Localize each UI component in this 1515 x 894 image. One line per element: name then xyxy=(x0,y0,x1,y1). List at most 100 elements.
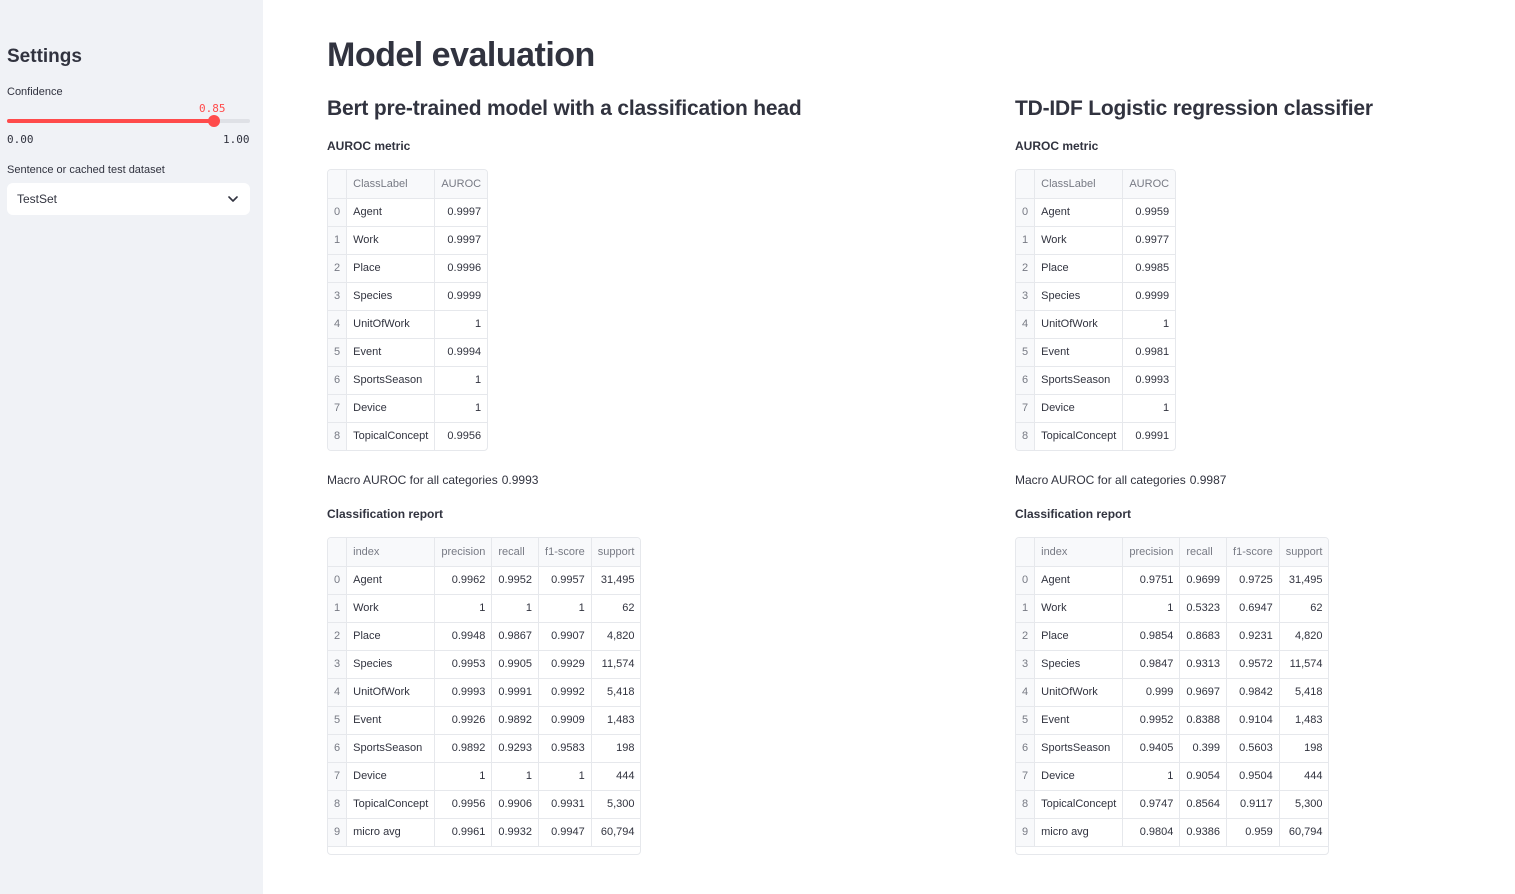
table-cell[interactable]: 0.9991 xyxy=(1122,422,1176,450)
table-cell[interactable]: 5,300 xyxy=(591,790,641,819)
table-cell[interactable]: 0.959 xyxy=(1226,818,1280,847)
table-cell[interactable]: 0.9804 xyxy=(1122,818,1181,847)
table-cell[interactable]: 0.9583 xyxy=(538,734,592,763)
table-cell[interactable]: 4,820 xyxy=(1279,622,1329,651)
row-index[interactable]: 9 xyxy=(1016,818,1036,847)
row-index[interactable]: 3 xyxy=(328,282,348,311)
table-cell[interactable]: 31,495 xyxy=(1279,566,1329,595)
column-header[interactable]: support xyxy=(591,538,641,567)
table-cell[interactable]: Species xyxy=(346,650,436,679)
row-index[interactable]: 6 xyxy=(1016,734,1036,763)
table-cell[interactable]: 0.9231 xyxy=(1226,622,1280,651)
row-index[interactable]: 0 xyxy=(1016,566,1036,595)
table-cell[interactable]: UnitOfWork xyxy=(346,310,436,339)
table-cell[interactable]: SportsSeason xyxy=(1034,734,1124,763)
table-cell[interactable]: 0.9996 xyxy=(434,254,488,283)
auroc-table[interactable]: ClassLabel AUROC 0 Agent 0.9997 1 Work 0.9997 2 P… xyxy=(327,169,489,451)
row-index[interactable]: 7 xyxy=(328,394,348,423)
table-cell[interactable]: 0.9991 xyxy=(491,678,540,707)
table-cell[interactable]: 4,820 xyxy=(591,622,641,651)
table-cell[interactable]: Work xyxy=(1034,226,1124,255)
table-cell[interactable]: UnitOfWork xyxy=(1034,310,1124,339)
table-cell[interactable]: 1 xyxy=(538,762,592,791)
table-cell[interactable]: 0.9405 xyxy=(1122,734,1181,763)
table-cell[interactable]: 11,574 xyxy=(591,650,641,679)
slider-thumb[interactable] xyxy=(207,115,220,127)
table-cell[interactable]: 0.9929 xyxy=(538,650,592,679)
table-cell[interactable]: 0.9993 xyxy=(1122,366,1176,395)
table-cell[interactable]: TopicalConcept xyxy=(346,790,436,819)
table-cell[interactable]: 0.9117 xyxy=(1226,790,1280,819)
row-index[interactable]: 1 xyxy=(1016,226,1036,255)
table-cell[interactable]: Species xyxy=(1034,282,1124,311)
row-index[interactable]: 3 xyxy=(1016,650,1036,679)
table-cell[interactable]: 1,483 xyxy=(1279,706,1329,735)
table-cell[interactable]: Work xyxy=(346,594,436,623)
table-cell[interactable]: 0.9956 xyxy=(434,790,493,819)
table-cell[interactable]: Device xyxy=(346,762,436,791)
row-index[interactable]: 0 xyxy=(328,198,348,227)
table-cell[interactable]: 0.9892 xyxy=(434,734,493,763)
table-cell[interactable]: 0.9725 xyxy=(1226,566,1280,595)
table-cell[interactable]: 0.5323 xyxy=(1179,594,1228,623)
table-cell[interactable]: UnitOfWork xyxy=(346,678,436,707)
table-cell[interactable]: Species xyxy=(1034,650,1124,679)
table-cell[interactable]: Place xyxy=(1034,622,1124,651)
table-cell[interactable]: 0.9842 xyxy=(1226,678,1280,707)
row-index[interactable]: 5 xyxy=(1016,706,1036,735)
table-cell[interactable]: TopicalConcept xyxy=(346,422,436,450)
table-cell[interactable]: 0.8564 xyxy=(1179,790,1228,819)
table-cell[interactable]: 0.8388 xyxy=(1179,706,1228,735)
column-header[interactable]: ClassLabel xyxy=(346,170,436,199)
table-cell[interactable]: Event xyxy=(1034,706,1124,735)
table-cell[interactable]: 11,574 xyxy=(1279,650,1329,679)
row-index[interactable]: 2 xyxy=(1016,254,1036,283)
table-cell[interactable]: 0.9962 xyxy=(434,566,493,595)
table-cell[interactable]: 0.9985 xyxy=(1122,254,1176,283)
row-index[interactable]: 7 xyxy=(1016,762,1036,791)
table-cell[interactable]: 198 xyxy=(591,734,641,763)
row-index[interactable]: 7 xyxy=(1016,394,1036,423)
table-cell[interactable]: 1,483 xyxy=(591,706,641,735)
table-cell[interactable]: 5,418 xyxy=(591,678,641,707)
table-cell[interactable]: 0.9892 xyxy=(491,706,540,735)
table-cell[interactable]: 0.9293 xyxy=(491,734,540,763)
table-cell[interactable]: 1 xyxy=(434,594,493,623)
row-index[interactable]: 4 xyxy=(328,310,348,339)
table-cell[interactable]: 1 xyxy=(1122,310,1176,339)
table-cell[interactable]: 444 xyxy=(1279,762,1329,791)
row-index[interactable]: 0 xyxy=(328,566,348,595)
table-cell[interactable]: 444 xyxy=(591,762,641,791)
column-header[interactable]: precision xyxy=(434,538,493,567)
row-index[interactable]: 8 xyxy=(328,790,348,819)
table-cell[interactable]: 1 xyxy=(538,594,592,623)
table-cell[interactable]: 1 xyxy=(434,394,488,423)
column-header[interactable] xyxy=(328,170,348,199)
column-header[interactable]: recall xyxy=(491,538,540,567)
row-index[interactable]: 8 xyxy=(1016,422,1036,450)
table-cell[interactable]: 60,794 xyxy=(591,818,641,847)
confidence-slider[interactable] xyxy=(7,115,250,127)
row-index[interactable]: 6 xyxy=(1016,366,1036,395)
column-header[interactable]: precision xyxy=(1122,538,1181,567)
table-cell[interactable]: 0.9747 xyxy=(1122,790,1181,819)
row-index[interactable]: 5 xyxy=(328,706,348,735)
table-cell[interactable]: Device xyxy=(1034,762,1124,791)
table-cell[interactable]: 5,300 xyxy=(1279,790,1329,819)
column-header[interactable] xyxy=(328,538,348,567)
table-cell[interactable]: 0.9952 xyxy=(1122,706,1181,735)
column-header[interactable]: index xyxy=(346,538,436,567)
table-cell[interactable]: 0.9997 xyxy=(434,226,488,255)
table-cell[interactable]: 0.9054 xyxy=(1179,762,1228,791)
table-cell[interactable]: 1 xyxy=(434,310,488,339)
column-header[interactable]: support xyxy=(1279,538,1329,567)
table-cell[interactable]: Place xyxy=(346,254,436,283)
column-header[interactable]: recall xyxy=(1179,538,1228,567)
row-index[interactable]: 1 xyxy=(328,226,348,255)
column-header[interactable]: f1-score xyxy=(1226,538,1280,567)
table-cell[interactable]: 0.9867 xyxy=(491,622,540,651)
table-cell[interactable]: Agent xyxy=(346,198,436,227)
table-cell[interactable]: 0.9906 xyxy=(491,790,540,819)
row-index[interactable]: 3 xyxy=(1016,282,1036,311)
table-cell[interactable]: Place xyxy=(1034,254,1124,283)
